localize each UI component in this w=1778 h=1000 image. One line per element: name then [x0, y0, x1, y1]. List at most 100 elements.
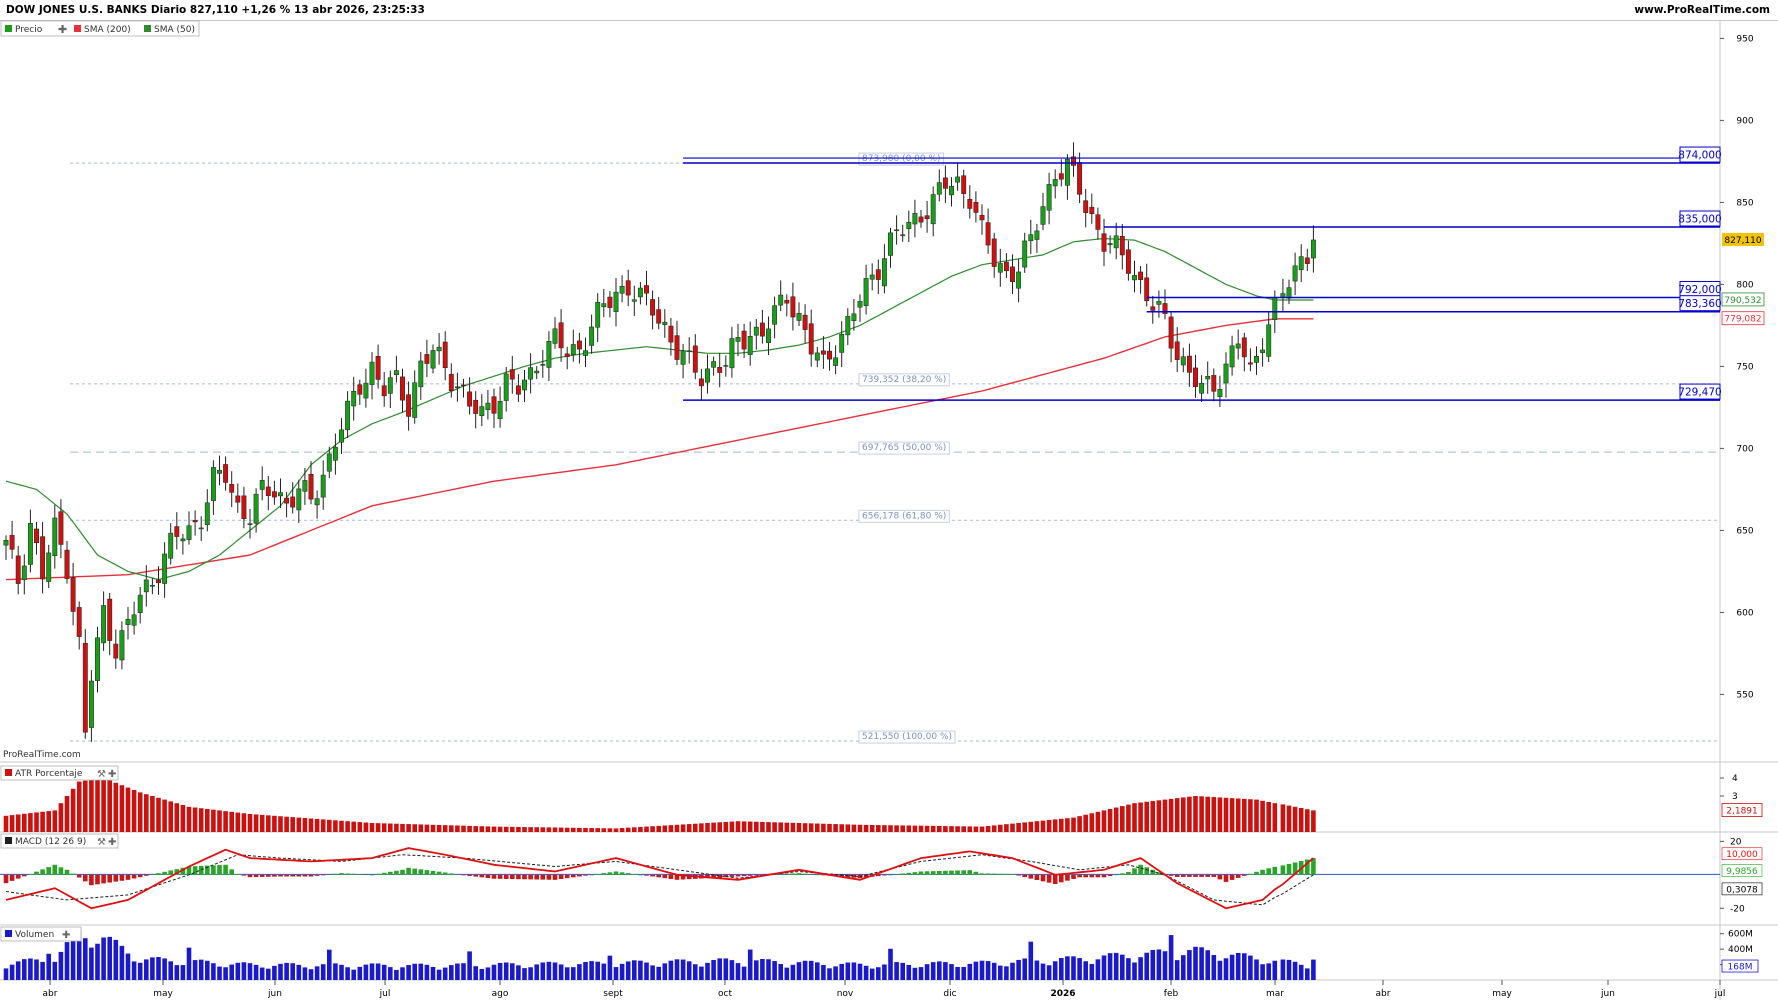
macd-histogram-bar [1028, 874, 1034, 879]
macd-histogram-bar [1113, 874, 1119, 876]
volume-bar [381, 964, 387, 980]
atr-bar [1156, 800, 1162, 832]
atr-bar [1004, 824, 1009, 832]
wrench-icon[interactable]: ⚒ [97, 769, 106, 780]
macd-histogram-bar [1280, 865, 1286, 875]
candle-body [387, 377, 393, 394]
add-icon[interactable]: ✚ [108, 837, 116, 848]
candle-body [997, 263, 1003, 273]
volume-bar [784, 967, 790, 980]
macd-histogram-bar [211, 865, 216, 875]
atr-bar [1193, 796, 1198, 832]
volume-bar [95, 943, 100, 980]
level-label-box-0 [1679, 146, 1721, 163]
atr-bar [95, 778, 100, 832]
month-label: jul [379, 989, 391, 999]
macd-histogram-bar [638, 874, 643, 876]
macd-legend[interactable]: MACD (12 26 9) ⚒ ✚ [0, 833, 119, 849]
horizontal-levels[interactable]: 874,000 835,000 792,000 783,360 729,470 [683, 146, 1722, 401]
volume-bar [278, 963, 283, 980]
volume-bar [205, 960, 210, 980]
volume-bar [436, 969, 442, 980]
macd-histogram-bar [918, 871, 924, 875]
brand-link[interactable]: www.ProRealTime.com [1634, 4, 1770, 16]
macd-histogram-bar [278, 874, 283, 877]
candle-body [210, 467, 216, 501]
sma50-legend-label: SMA (50) [154, 25, 195, 35]
volume-bar [845, 962, 851, 980]
candle-body [1016, 271, 1022, 289]
candle-body [162, 553, 168, 584]
candle-body [741, 330, 747, 350]
month-label: may [1492, 989, 1512, 999]
macd-histogram-bar [1156, 872, 1162, 875]
candle-body [217, 470, 222, 474]
macd-histogram-bar [1235, 874, 1241, 878]
macd-histogram-bar [83, 874, 88, 882]
candle-body [674, 335, 680, 360]
macd-histogram-bar [644, 874, 649, 876]
sma200-legend-label: SMA (200) [84, 25, 131, 35]
candle-body [1254, 356, 1259, 363]
candle-body [1266, 324, 1272, 357]
price-legend-label: Precio [15, 25, 43, 35]
moving-averages [5, 237, 1314, 581]
volume-legend[interactable]: Volumen ✚ [0, 926, 82, 942]
macd-histogram-bar [900, 873, 905, 875]
macd-histogram-bar [418, 869, 424, 875]
macd-histogram-bar [741, 874, 747, 877]
atr-bar [76, 781, 82, 832]
atr-bar [3, 815, 9, 832]
candle-body [955, 176, 961, 183]
macd-histogram-bar [778, 874, 783, 875]
atr-legend[interactable]: ATR Porcentaje ⚒ ✚ [0, 765, 119, 781]
candle-body [381, 385, 387, 397]
atr-bar [156, 797, 161, 832]
atr-bar [851, 824, 857, 832]
candle-body [705, 368, 710, 383]
macd-histogram-bar [1077, 874, 1082, 878]
atr-bar [40, 811, 45, 832]
atr-bar [906, 825, 912, 832]
macd-histogram-bar [198, 865, 204, 875]
add-indicator-icon[interactable]: ✚ [58, 23, 67, 36]
atr-bar [985, 826, 991, 832]
candle-body [747, 336, 753, 355]
volume-bar [1229, 954, 1235, 980]
month-label: ago [492, 989, 509, 999]
volume-bar [589, 961, 594, 980]
volume-bar [595, 961, 600, 980]
volume-bar [162, 958, 167, 980]
volume-bar [1028, 941, 1034, 980]
atr-bar [808, 823, 814, 832]
macd-histogram-bar [1071, 874, 1076, 879]
volume-bar [711, 959, 716, 980]
atr-bar [70, 788, 76, 832]
candle-body [863, 278, 869, 306]
add-icon[interactable]: ✚ [108, 769, 116, 780]
atr-bar [369, 823, 375, 832]
candle-body [650, 299, 656, 316]
candle-body [942, 177, 948, 189]
atr-bar [1144, 801, 1149, 832]
volume-bar [369, 963, 375, 980]
atr-bar [418, 824, 424, 832]
atr-bar [381, 823, 387, 832]
main-legend[interactable]: Precio ✚ SMA (200) SMA (50) [0, 20, 200, 37]
atr-bar [351, 821, 356, 832]
volume-bar [656, 966, 661, 980]
wrench-icon[interactable]: ⚒ [97, 837, 106, 848]
price-legend-swatch [5, 25, 12, 32]
volume-bar [1298, 964, 1304, 980]
macd-legend-swatch [5, 837, 12, 844]
macd-histogram-bar [906, 872, 912, 875]
candle-body [985, 222, 991, 246]
candle-body [143, 579, 149, 593]
sma200-value-tag-box [1721, 311, 1765, 326]
price-tick-label: 600 [1736, 608, 1753, 618]
candle-body [46, 552, 52, 582]
add-icon[interactable]: ✚ [62, 930, 70, 941]
candle-body [625, 280, 631, 296]
volume-bar [882, 964, 887, 980]
